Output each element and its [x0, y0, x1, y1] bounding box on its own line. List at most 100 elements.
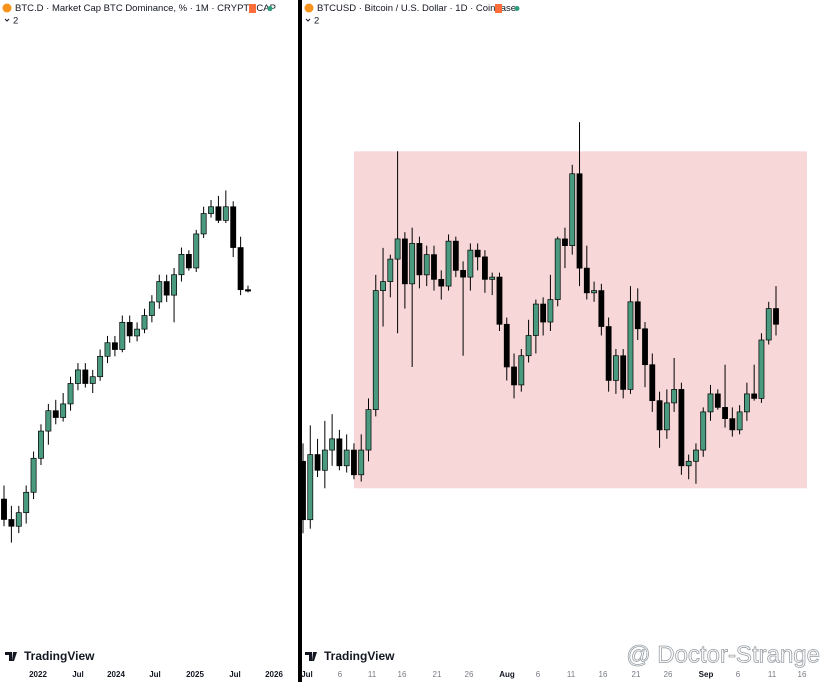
candle-body [496, 276, 503, 325]
candle-body [45, 410, 52, 432]
time-axis-label: 11 [368, 670, 377, 679]
logo-icon [5, 652, 17, 661]
time-axis-label: 6 [338, 670, 343, 679]
logo-icon [305, 652, 317, 661]
status-dot [267, 6, 273, 11]
candle-body [336, 438, 343, 467]
candle-body [185, 253, 192, 269]
candle-body [751, 393, 758, 399]
candle-body [163, 281, 170, 296]
candle-body [23, 491, 30, 514]
candle-body [656, 400, 663, 431]
candle-body [503, 323, 510, 368]
symbol-header: BTCUSD · Bitcoin / U.S. Dollar · 1D · Co… [317, 3, 516, 14]
candle-body [605, 326, 612, 381]
time-axis-label: 6 [736, 670, 741, 679]
candle-body [591, 290, 597, 294]
candle-body [649, 364, 656, 402]
time-axis-label: 2022 [29, 670, 47, 679]
watermark: @ Doctor-Strange [626, 641, 820, 668]
candle-body [423, 254, 430, 276]
time-axis-label: 16 [398, 670, 407, 679]
candle-body [554, 238, 561, 300]
time-axis-label: 11 [567, 670, 576, 679]
candles [1, 122, 779, 543]
time-axis-label: 6 [536, 670, 541, 679]
candle-body [75, 369, 81, 384]
time-axis-label: Jul [301, 670, 313, 679]
candle-body [569, 173, 576, 247]
candle-body [474, 249, 481, 258]
time-axis-label: 11 [768, 670, 777, 679]
time-axis-label: 2026 [265, 670, 283, 679]
time-axis-label: 2024 [107, 670, 125, 679]
flag-icon[interactable] [249, 4, 256, 13]
candle-body [758, 339, 765, 399]
logo: TradingView [24, 649, 95, 663]
candle-body [685, 460, 692, 467]
time-axis: 2022 Jul 2024 Jul 2025 Jul 2026 Jul 6 11 16 21 26 Aug… [29, 670, 807, 679]
candle-body [401, 238, 408, 285]
candle-body [126, 321, 133, 337]
candle-body [134, 328, 141, 337]
time-axis-label: Jul [149, 670, 161, 679]
candle-body [438, 278, 445, 287]
candle-body [736, 411, 743, 431]
candle-body [627, 301, 634, 390]
candle-body [634, 301, 641, 330]
candle-body [141, 315, 148, 330]
candle-body [678, 389, 685, 467]
candle-body [104, 342, 111, 357]
candle-body [729, 418, 736, 431]
candle-body [148, 301, 155, 316]
candle-body [89, 376, 96, 384]
candle-body [208, 206, 214, 214]
candle-body [30, 457, 37, 493]
candle-body [245, 289, 251, 292]
candle-body [489, 276, 496, 280]
flag-icon[interactable] [495, 4, 502, 13]
candle-body [329, 438, 336, 451]
candle-body [642, 328, 648, 366]
candle-body [598, 290, 605, 327]
indicator-count: 2 [13, 16, 18, 27]
candle-body [222, 206, 229, 221]
candle-body [156, 281, 163, 303]
time-axis-label: 21 [632, 670, 641, 679]
candle-body [562, 238, 568, 247]
time-axis-label: 26 [465, 670, 474, 679]
candle-body [178, 253, 185, 276]
candle-body [707, 393, 714, 413]
candle-body [460, 270, 466, 278]
candle-body [583, 267, 590, 294]
candle-body [97, 355, 104, 378]
time-axis-label: 21 [433, 670, 442, 679]
candle-body [482, 256, 488, 280]
candle-body [351, 449, 357, 476]
candle-body [576, 173, 583, 269]
candle-body [365, 409, 372, 451]
candle-body [321, 449, 328, 471]
symbol-icon [2, 3, 12, 13]
candle-body [532, 303, 539, 336]
candle-body [15, 512, 22, 527]
candle-body [230, 206, 237, 248]
indicator-toggle[interactable] [4, 18, 10, 22]
time-axis-label: Sep [699, 670, 714, 679]
pane-divider [298, 0, 302, 682]
candle-body [237, 247, 244, 291]
candle-body [613, 355, 619, 381]
candle-body [518, 355, 525, 386]
indicator-toggle[interactable] [305, 18, 311, 22]
candle-body [394, 238, 401, 260]
time-axis-label: Jul [229, 670, 241, 679]
candle-body [743, 393, 750, 413]
candle-body [547, 299, 554, 323]
candle-body [467, 249, 474, 278]
candle-body [416, 243, 423, 276]
candle-body [52, 410, 59, 418]
candle-body [111, 342, 118, 350]
candle-body [307, 454, 314, 521]
candle-body [343, 449, 350, 467]
